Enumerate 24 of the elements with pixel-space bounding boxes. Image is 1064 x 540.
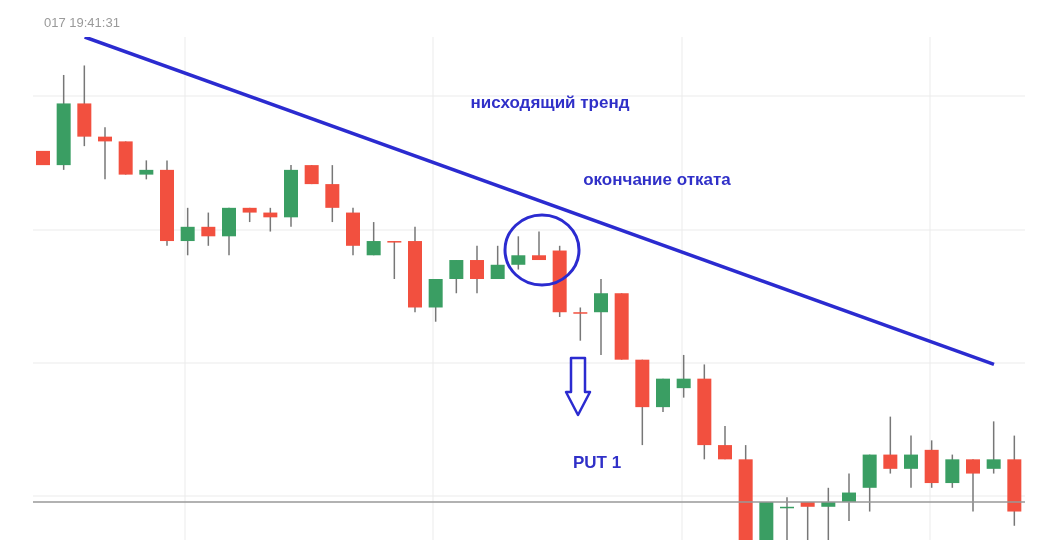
candlestick [573,306,588,342]
candlestick [676,354,691,399]
candlestick [945,453,960,489]
candlestick [986,420,1001,475]
text: 017 19:41:31 [44,15,120,30]
annotation: нисходящий тренд [470,93,630,112]
candlestick [883,415,898,475]
candlestick [511,235,526,271]
candlestick [718,425,732,461]
candlestick [594,278,608,356]
candlestick [966,458,980,513]
annotation: окончание отката [583,170,732,189]
candlestick [366,221,381,257]
candlestick [325,164,340,223]
candlestick [180,207,195,257]
candlestick [139,159,154,181]
candlestick [532,230,546,261]
candlestick [387,240,402,280]
candlestick [490,245,505,280]
candlestick [449,259,464,294]
candlestick [470,245,484,294]
annotation: PUT 1 [572,453,622,472]
candlestick [904,434,918,489]
candlestick [201,211,216,247]
